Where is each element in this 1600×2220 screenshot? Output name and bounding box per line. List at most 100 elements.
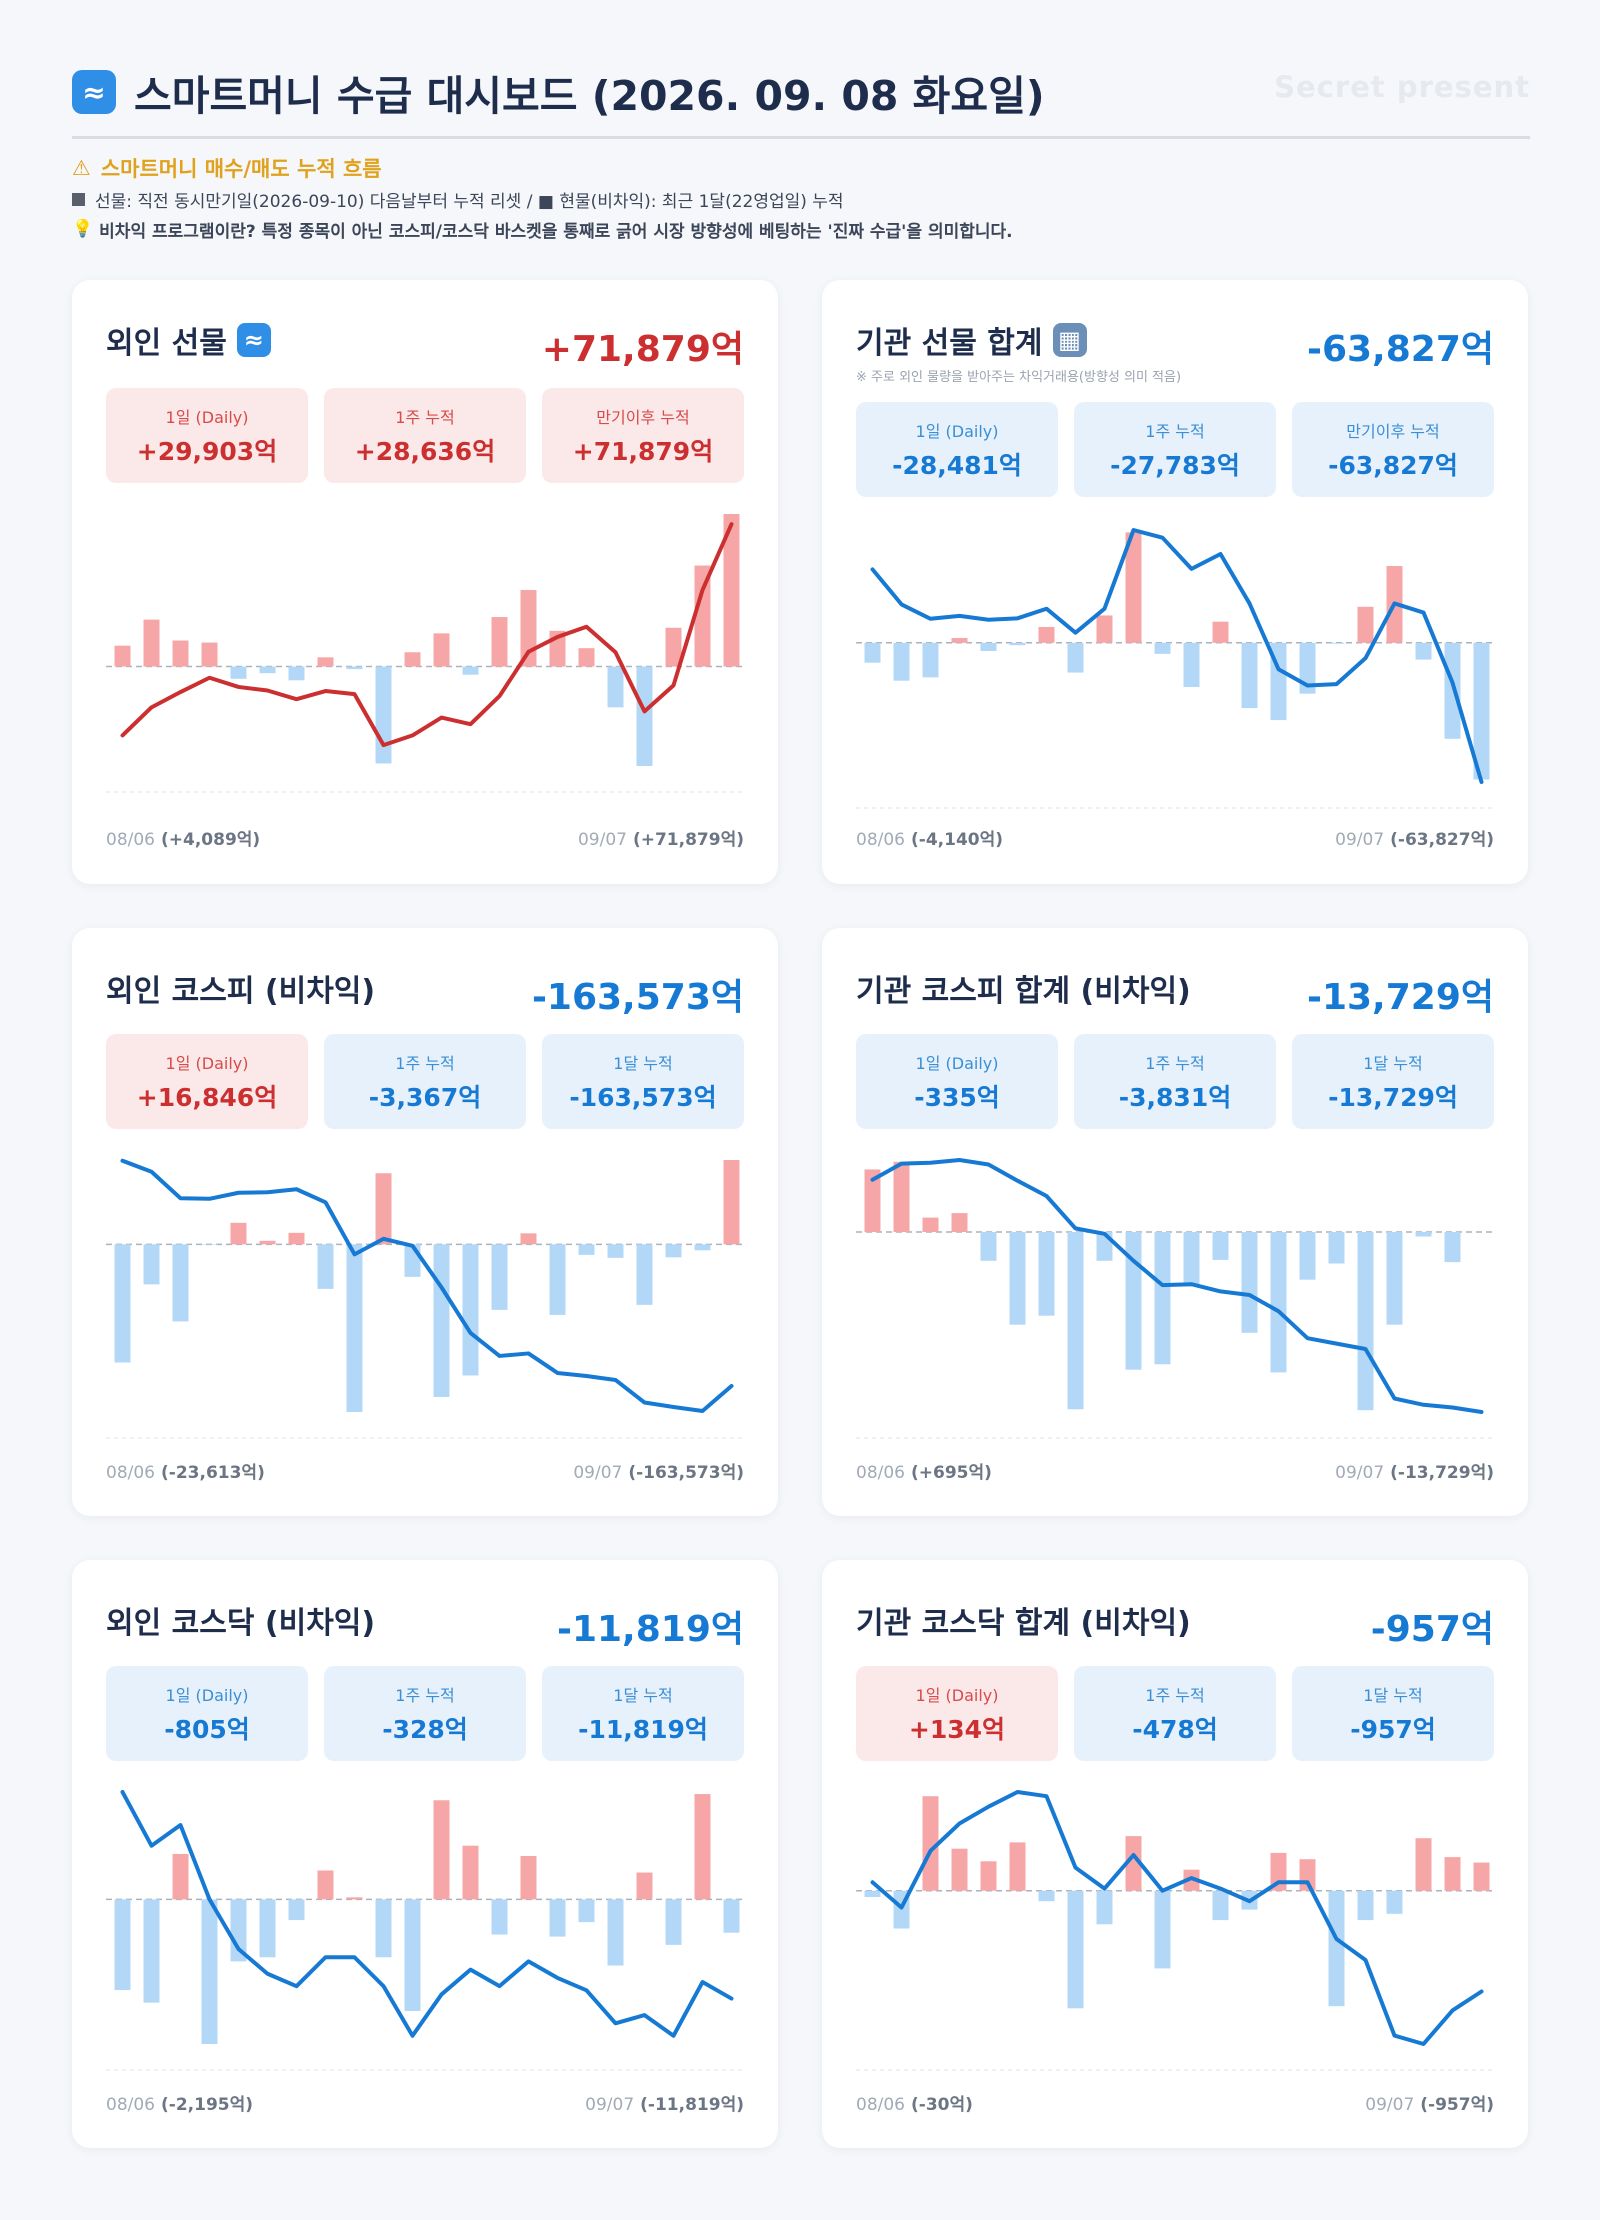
stat-label: 1일 (Daily) [915,1053,999,1073]
card-title-text: 기관 코스닥 합계 (비차익) [856,1606,1191,1641]
stat-value: -27,783억 [1110,450,1240,480]
flow-bar [1299,1232,1316,1280]
card-title-text: 기관 선물 합계 [856,326,1043,361]
flow-bar [346,666,363,670]
page-title: ≈ 스마트머니 수급 대시보드 (2026. 09. 08 화요일) [72,62,1045,122]
cumulative-line [120,1790,734,2038]
flow-chart [856,528,1494,809]
flow-bar [1212,1890,1229,1921]
flow-bar [1415,642,1432,660]
stat-label: 1주 누적 [1145,421,1205,441]
flow-bar [375,1899,392,1958]
info-warning: ⚠ 스마트머니 매수/매도 누적 흐름 [72,152,1530,184]
flow-bar [1125,1232,1142,1370]
flow-card: 외인 코스닥 (비차익) -11,819억 1일 (Daily) -805억 1… [72,1560,778,2148]
stat-value: -335억 [914,1082,1000,1112]
flow-bar [1067,642,1084,673]
stats-row: 1일 (Daily) -335억 1주 누적 -3,831억 1달 누적 -13… [856,1034,1494,1129]
cumulative-line [870,1790,1484,2046]
stat-label: 1주 누적 [1145,1053,1205,1073]
flow-bar [922,1796,939,1891]
flow-bar [951,1213,968,1232]
stat-box: 1일 (Daily) -335억 [856,1034,1058,1129]
flow-bar [143,1244,160,1285]
flow-card: 기관 코스피 합계 (비차익) -13,729억 1일 (Daily) -335… [822,928,1528,1516]
building-icon: ▦ [1052,323,1087,357]
flow-bar [864,1169,881,1232]
flow-bar [893,642,910,681]
flow-bar [172,1244,189,1322]
cumulative-line [870,528,1484,784]
flow-bar [491,1899,508,1935]
start-date: 08/06 [106,1463,155,1483]
flow-card: 기관 선물 합계 ▦ ※ 주로 외인 물량을 받아주는 차익거래용(방향성 의미 … [822,280,1528,884]
stat-box: 1주 누적 +28,636억 [324,388,526,483]
flow-bar [259,1899,276,1958]
flow-bar [1009,1842,1026,1891]
stat-value: -957억 [1350,1714,1436,1744]
flow-bar [864,642,881,663]
stat-box: 1일 (Daily) +16,846억 [106,1034,308,1129]
stat-box: 1일 (Daily) -805억 [106,1666,308,1761]
cumulative-line [870,1158,1484,1414]
start-value: (-30억) [911,2095,973,2115]
flow-bar [980,1861,997,1891]
stats-row: 1일 (Daily) -805억 1주 누적 -328억 1달 누적 -11,8… [106,1666,744,1761]
stat-value: +28,636억 [354,436,496,466]
flow-bar [1038,626,1055,643]
flow-bar [259,666,276,674]
stat-value: +71,879억 [572,436,714,466]
flow-bar [520,1856,537,1900]
stat-box: 만기이후 누적 +71,879억 [542,388,744,483]
flow-bar [1096,1890,1113,1925]
flow-chart [106,1158,744,1439]
flow-bar [520,590,537,667]
flow-bar [375,666,392,764]
card-total: -163,573억 [531,977,744,1018]
flow-bar [1415,1838,1432,1891]
flow-bar [317,1870,334,1900]
stat-value: -11,819억 [578,1714,708,1744]
stat-box: 1주 누적 -27,783억 [1074,402,1276,497]
flow-bar [665,1244,682,1258]
flow-bar [1357,606,1374,643]
stat-box: 1주 누적 -328억 [324,1666,526,1761]
flow-bar [607,666,624,708]
flow-bar [462,666,479,675]
stat-box: 1일 (Daily) +29,903억 [106,388,308,483]
flow-bar [491,617,508,667]
wave-icon: ≈ [72,70,116,114]
flow-bar [433,633,450,667]
stat-box: 1주 누적 -478억 [1074,1666,1276,1761]
flow-bar [1473,1862,1490,1891]
flow-bar [723,1899,740,1933]
cumulative-line [120,522,734,748]
stat-value: +29,903억 [136,436,278,466]
stat-label: 1주 누적 [395,1685,455,1705]
cumulative-line [120,1158,734,1413]
stats-row: 1일 (Daily) +134억 1주 누적 -478억 1달 누적 -957억 [856,1666,1494,1761]
stat-label: 만기이후 누적 [596,407,690,427]
stat-box: 1주 누적 -3,831억 [1074,1034,1276,1129]
flow-bar [317,1244,334,1289]
info-panel: ⚠ 스마트머니 매수/매도 누적 흐름 선물: 직전 동시만기일(2026-09… [72,152,1530,244]
start-label: 08/06 (-30억) [856,2090,973,2115]
stat-value: +134억 [908,1714,1006,1744]
flow-bar [1009,1232,1026,1325]
card-total: -13,729억 [1307,977,1494,1018]
flow-bar [1386,1890,1403,1914]
start-date: 08/06 [106,2095,155,2115]
stat-box: 1달 누적 -957억 [1292,1666,1494,1761]
flow-bar [636,1872,653,1900]
square-icon [72,192,85,206]
end-value: (-13,729억) [1390,1463,1494,1483]
card-title: 외인 코스피 (비차익) [106,966,375,1010]
stat-label: 1주 누적 [1145,1685,1205,1705]
flow-bar [1154,1232,1171,1365]
flow-card: 기관 코스닥 합계 (비차익) -957억 1일 (Daily) +134억 1… [822,1560,1528,2148]
flow-bar [433,1244,450,1397]
stat-box: 1달 누적 -13,729억 [1292,1034,1494,1129]
flow-bar [1154,642,1171,654]
flow-bar [1270,1232,1287,1373]
stat-value: -3,367억 [368,1082,482,1112]
